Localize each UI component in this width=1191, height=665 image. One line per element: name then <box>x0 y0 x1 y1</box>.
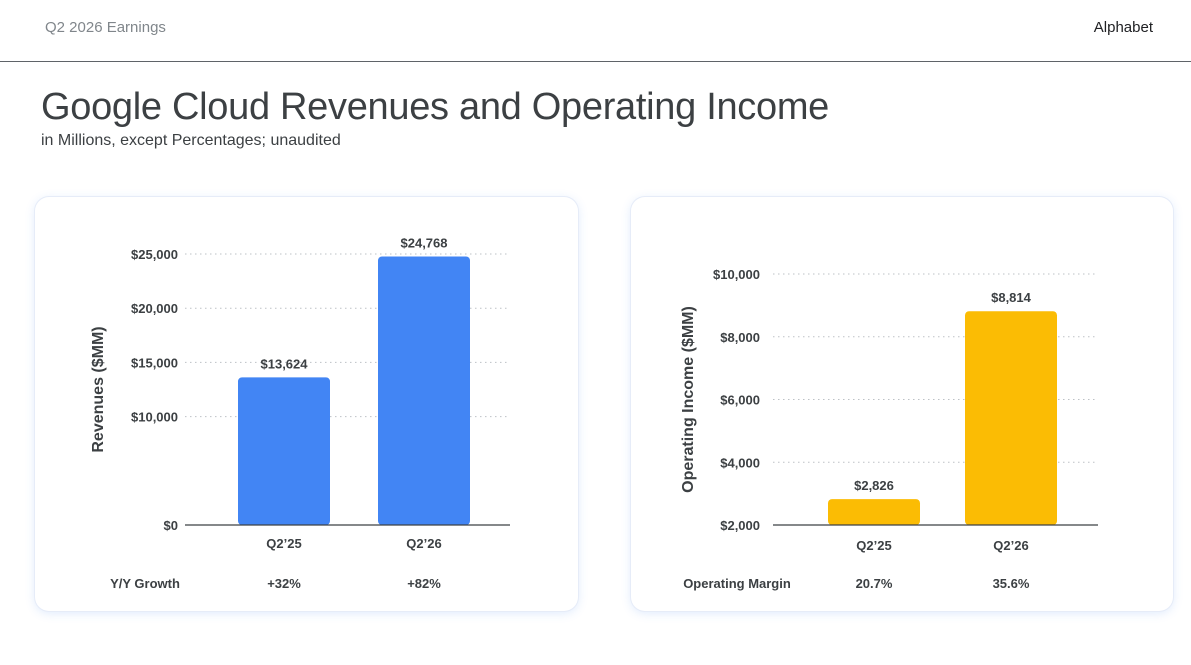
metric-value: +82% <box>407 576 441 591</box>
metric-value: 35.6% <box>993 576 1030 591</box>
y-axis-title: Operating Income ($MM) <box>680 306 697 493</box>
y-tick-label: $10,000 <box>131 410 178 425</box>
page-subtitle: in Millions, except Percentages; unaudit… <box>41 132 341 149</box>
bar <box>828 499 920 525</box>
operating-income-chart: $2,000 $4,000 $6,000 $8,000 $10,000 $2,826 Q2’… <box>680 267 1098 591</box>
y-tick-label: $0 <box>164 518 178 533</box>
metric-value: 20.7% <box>856 576 893 591</box>
revenues-chart-card: $0 $10,000 $15,000 $20,000 $25,000 $13,624 Q2’… <box>35 197 578 611</box>
y-tick-label: $25,000 <box>131 247 178 262</box>
revenues-chart: $0 $10,000 $15,000 $20,000 $25,000 $13,624 Q2’… <box>90 236 510 591</box>
x-category-label: Q2’25 <box>266 536 301 551</box>
metric-value: +32% <box>267 576 301 591</box>
bar-data-label: $13,624 <box>261 356 309 371</box>
page-title: Google Cloud Revenues and Operating Inco… <box>41 86 830 128</box>
top-bar: Q2 2026 Earnings Alphabet <box>0 0 1191 62</box>
metric-label: Operating Margin <box>683 576 791 591</box>
x-category-label: Q2’26 <box>406 536 441 551</box>
y-axis-title: Revenues ($MM) <box>90 326 107 452</box>
y-tick-label: $10,000 <box>713 267 760 282</box>
y-tick-label: $20,000 <box>131 301 178 316</box>
bar <box>238 377 330 525</box>
y-tick-label: $8,000 <box>720 330 760 345</box>
x-category-label: Q2’26 <box>993 538 1028 553</box>
y-tick-label: $6,000 <box>720 393 760 408</box>
bar-data-label: $2,826 <box>854 478 894 493</box>
y-tick-label: $2,000 <box>720 518 760 533</box>
y-tick-label: $4,000 <box>720 455 760 470</box>
metric-label: Y/Y Growth <box>110 576 180 591</box>
x-category-label: Q2’25 <box>856 538 891 553</box>
report-label: Q2 2026 Earnings <box>45 19 166 36</box>
y-tick-label: $15,000 <box>131 355 178 370</box>
bar-data-label: $24,768 <box>401 236 448 251</box>
bar <box>965 311 1057 525</box>
operating-income-chart-card: $2,000 $4,000 $6,000 $8,000 $10,000 $2,826 Q2’… <box>631 197 1173 611</box>
brand-name: Alphabet <box>1093 19 1153 36</box>
bar <box>378 256 470 525</box>
bar-data-label: $8,814 <box>991 290 1032 305</box>
